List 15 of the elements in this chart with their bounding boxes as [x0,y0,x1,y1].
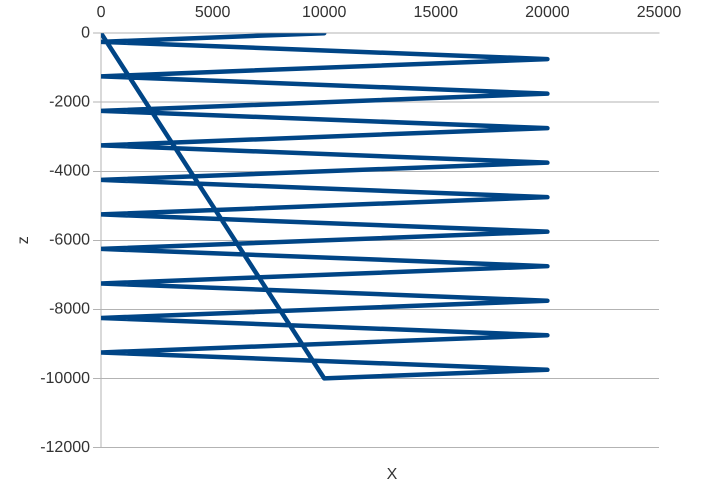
x-tick-label: 10000 [302,4,347,22]
y-tick-label: -10000 [40,370,90,387]
x-tick-label: 0 [96,4,106,22]
x-tick-label: 20000 [525,4,570,22]
x-tick-label: 25000 [636,4,682,22]
x-tick-label: 5000 [194,4,231,22]
y-tick-label: -6000 [49,232,90,249]
x-tick-label: 15000 [414,4,458,22]
y-tick-label: -4000 [49,162,90,180]
y-tick-label: -2000 [49,94,90,111]
x-axis-title: X [386,466,398,484]
y-tick-label: -8000 [49,300,90,318]
y-axis-title: z [15,236,32,244]
y-tick-label: 0 [81,24,90,42]
y-tick-label: -12000 [40,438,90,456]
